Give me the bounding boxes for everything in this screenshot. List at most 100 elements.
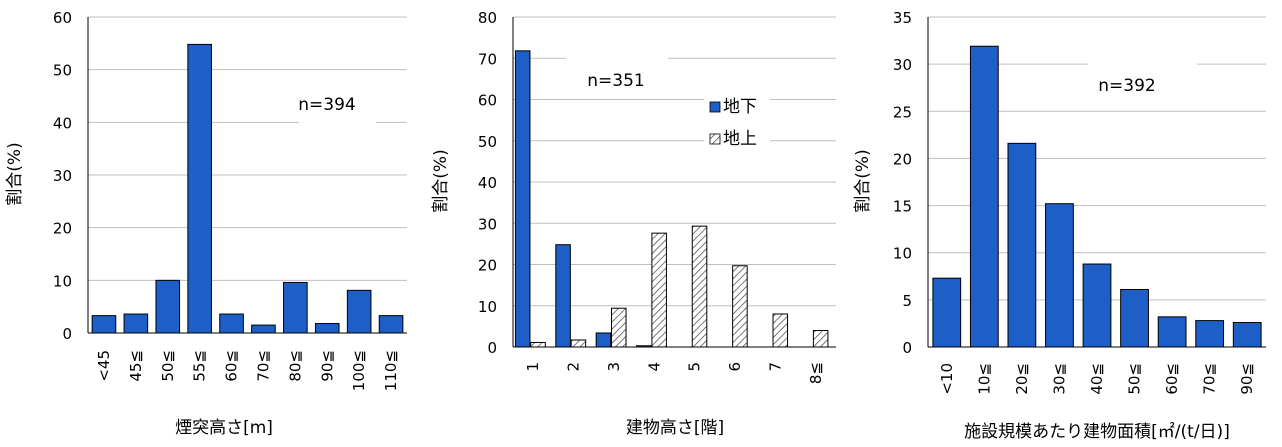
chart-building-floors-bar-aboveground xyxy=(570,339,587,348)
chart-chimney-height-bar xyxy=(187,43,212,334)
chart-area-per-capacity-bar xyxy=(1157,316,1187,348)
chart-building-floors-xtick-label: 6 xyxy=(726,362,744,372)
chart-area-per-capacity-xtick-label: 40≦ xyxy=(1088,363,1106,395)
chart-area-per-capacity-ytick-label: 15 xyxy=(893,198,912,216)
chart-chimney-height-bar xyxy=(346,289,372,334)
chart-area-per-capacity-ytick-label: 5 xyxy=(902,292,912,310)
chart-building-floors-ytick-label: 10 xyxy=(478,298,497,316)
chart-chimney-height-xtick-label: 60≦ xyxy=(223,350,241,382)
chart-chimney-height-xtick-label: 80≦ xyxy=(286,350,304,382)
chart-chimney-height-ylabel: 割合(%) xyxy=(5,142,25,205)
chart-chimney-height-xtick-label: 110≦ xyxy=(382,350,400,391)
chart-chimney-height-bar xyxy=(219,313,244,334)
chart-area-per-capacity-bar xyxy=(1195,320,1225,348)
chart-area-per-capacity-xtick-label: 30≦ xyxy=(1050,363,1068,395)
chart-area-per-capacity-xtick-label: 60≦ xyxy=(1163,363,1181,395)
chart-chimney-height-bar xyxy=(123,313,149,334)
chart-area-per-capacity-xtick-label: 20≦ xyxy=(1013,363,1031,395)
chart-area-per-capacity-xtick-label: <10 xyxy=(938,363,956,395)
chart-area-per-capacity-xtick-label: 70≦ xyxy=(1201,363,1219,395)
chart-building-floors-ytick-label: 30 xyxy=(478,215,497,233)
chart-area-per-capacity-bar xyxy=(1007,142,1037,348)
chart-chimney-height-bar xyxy=(155,279,181,334)
chart-building-floors-ytick-label: 70 xyxy=(478,50,497,68)
chart-area-per-capacity-ytick-label: 20 xyxy=(893,150,912,168)
chart-building-floors-xlabel: 建物高さ[階] xyxy=(626,418,724,438)
chart-building-floors-ytick-label: 0 xyxy=(487,339,497,357)
chart-building-floors: 建物高さ[階] 割合(%) n=351 地下 地上 0 10 20 30 40 50 60 7… xyxy=(431,9,836,438)
chart-building-floors-ytick-label: 60 xyxy=(478,92,497,110)
chart-chimney-height-xlabel: 煙突高さ[m] xyxy=(175,418,273,438)
chart-chimney-height-xtick-label: 100≦ xyxy=(350,350,368,391)
chart-chimney-height-bar xyxy=(283,281,308,334)
chart-building-floors-xtick-label: 7 xyxy=(766,362,784,372)
chart-building-floors-xtick-label: 4 xyxy=(645,362,663,372)
chart-building-floors-bar-aboveground xyxy=(651,232,667,348)
legend-label-aboveground: 地上 xyxy=(723,129,757,149)
chart-area-per-capacity-annotation: n=392 xyxy=(1098,76,1155,96)
chart-building-floors-annotation: n=351 xyxy=(587,71,644,91)
chart-area-per-capacity-ytick-label: 30 xyxy=(893,56,912,74)
chart-area-per-capacity-xlabel: 施設規模あたり建物面積[㎡/(t/日)] xyxy=(964,422,1230,442)
chart-area-per-capacity-xtick-label: 90≦ xyxy=(1238,363,1256,395)
chart-chimney-height-ytick-label: 40 xyxy=(53,114,72,132)
chart-area-per-capacity-bar xyxy=(932,277,962,348)
chart-chimney-height-xtick-label: <45 xyxy=(95,350,113,382)
chart-building-floors-ytick-label: 40 xyxy=(478,174,497,192)
chart-building-floors-bar-aboveground xyxy=(812,330,829,348)
chart-area-per-capacity-xtick-label: 50≦ xyxy=(1126,363,1144,395)
chart-building-floors-bar-aboveground xyxy=(691,225,708,348)
chart-chimney-height-ytick-label: 0 xyxy=(62,325,72,343)
chart-area-per-capacity-bar xyxy=(969,45,999,348)
chart-building-floors-xtick-label: 8≦ xyxy=(807,362,825,384)
chart-building-floors-bar-underground xyxy=(514,50,531,348)
chart-chimney-height-ytick-label: 20 xyxy=(53,220,72,238)
chart-building-floors-bar-underground xyxy=(636,345,652,348)
chart-area-per-capacity-bar xyxy=(1082,263,1112,348)
chart-chimney-height-ytick-label: 60 xyxy=(53,9,72,27)
chart-chimney-height-xtick-label: 55≦ xyxy=(191,350,209,382)
chart-building-floors-xtick-label: 5 xyxy=(686,362,704,372)
chart-chimney-height-ytick-label: 10 xyxy=(53,272,72,290)
chart-building-floors-bar-aboveground xyxy=(772,313,789,348)
chart-chimney-height-xtick-label: 90≦ xyxy=(318,350,336,382)
chart-building-floors-bar-aboveground xyxy=(611,307,627,348)
chart-area-per-capacity-xtick-label: 10≦ xyxy=(975,363,993,395)
chart-building-floors-bar-aboveground xyxy=(732,265,748,348)
chart-area-per-capacity-bar xyxy=(1045,203,1074,348)
chart-building-floors-ytick-label: 20 xyxy=(478,257,497,275)
chart-building-floors-ytick-label: 80 xyxy=(478,9,497,27)
chart-chimney-height-xtick-label: 45≦ xyxy=(127,350,145,382)
chart-area-per-capacity-bar xyxy=(1232,321,1262,348)
chart-building-floors-xtick-label: 1 xyxy=(524,362,542,372)
chart-building-floors-ylabel: 割合(%) xyxy=(431,149,451,212)
chart-building-floors-ytick-label: 50 xyxy=(478,133,497,151)
legend-swatch-underground xyxy=(709,101,721,113)
chart-chimney-height-bar xyxy=(91,315,117,334)
chart-chimney-height-ytick-label: 30 xyxy=(53,167,72,185)
chart-chimney-height-bar xyxy=(378,315,404,334)
legend-label-underground: 地下 xyxy=(723,97,757,117)
chart-chimney-height-annotation: n=394 xyxy=(298,95,355,115)
chart-building-floors-legend: 地下 地上 xyxy=(709,97,757,149)
chart-area-per-capacity: 施設規模あたり建物面積[㎡/(t/日)] 割合(%) n=392 0 5 10 15 2… xyxy=(853,9,1266,442)
chart-chimney-height-ytick-label: 50 xyxy=(53,62,72,80)
chart-area-per-capacity-bar xyxy=(1120,288,1149,348)
chart-building-floors-bar-underground xyxy=(555,244,571,348)
chart-area-per-capacity-ytick-label: 10 xyxy=(893,245,912,263)
chart-area-per-capacity-ylabel: 割合(%) xyxy=(853,149,873,212)
chart-building-floors-bar-aboveground xyxy=(530,341,546,348)
chart-area-per-capacity-ytick-label: 25 xyxy=(893,103,912,121)
chart-chimney-height-bar xyxy=(251,324,276,334)
chart-building-floors-bar-underground xyxy=(595,332,612,348)
chart-chimney-height-xtick-label: 50≦ xyxy=(159,350,177,382)
chart-chimney-height-xtick-label: 70≦ xyxy=(254,350,272,382)
legend-swatch-aboveground xyxy=(709,133,721,145)
chart-building-floors-xtick-label: 3 xyxy=(605,362,623,372)
chart-chimney-height: 煙突高さ[m] 割合(%) n=394 0 10 20 30 40 50 60 <45 45≦ 5… xyxy=(5,9,407,438)
chart-area-per-capacity-ytick-label: 0 xyxy=(902,339,912,357)
chart-chimney-height-bar xyxy=(314,323,340,334)
chart-building-floors-xtick-label: 2 xyxy=(565,362,583,372)
chart-area-per-capacity-ytick-label: 35 xyxy=(893,9,912,27)
